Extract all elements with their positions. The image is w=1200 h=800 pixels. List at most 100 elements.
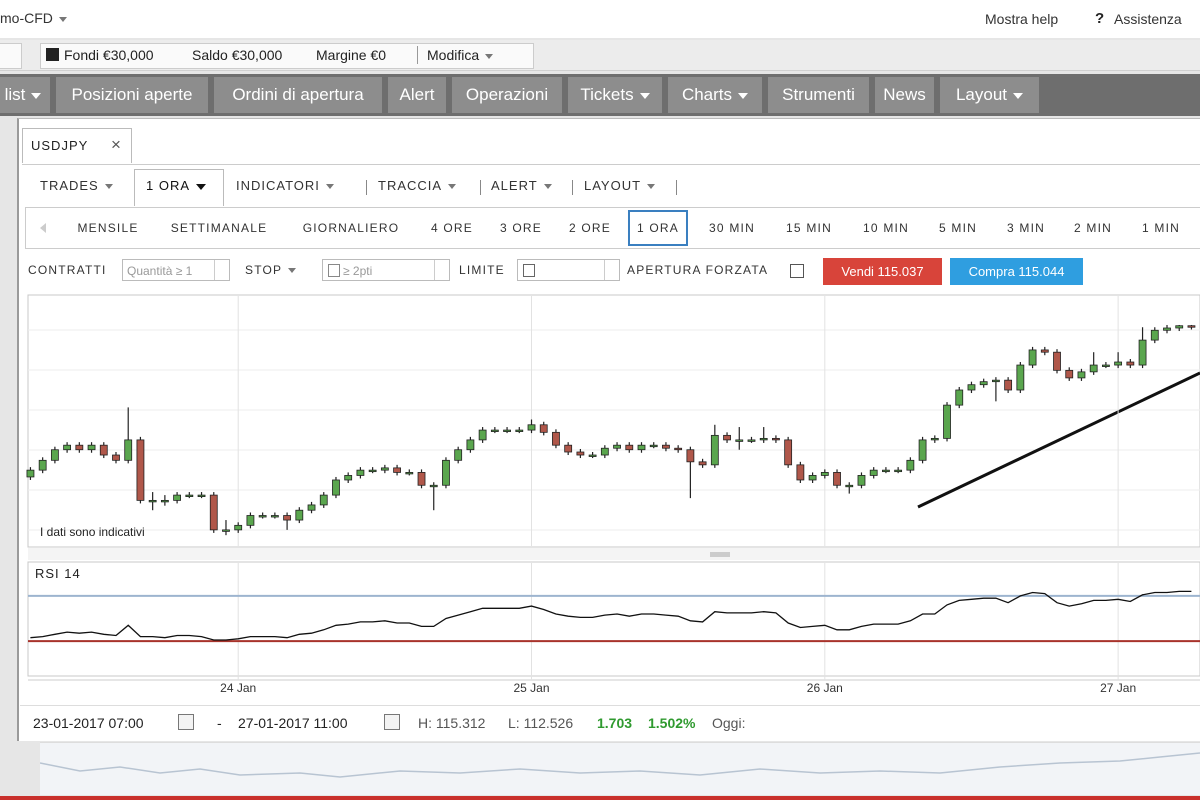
quantity-input[interactable]: Quantità ≥ 1 — [122, 259, 230, 281]
candle-body — [1138, 339, 1147, 366]
candle-body — [160, 499, 169, 503]
candle-body — [1016, 364, 1025, 391]
candle-body — [967, 384, 976, 391]
menu-button[interactable]: Alert — [388, 77, 446, 113]
placeholder: Quantità ≥ 1 — [127, 264, 193, 278]
candle-body — [1089, 364, 1098, 373]
timeframe-option[interactable]: 4 ORE — [430, 221, 474, 235]
menu-button[interactable]: Tickets — [568, 77, 662, 113]
app-name[interactable]: mo-CFD — [0, 10, 67, 26]
timeframe-option[interactable]: 5 MIN — [938, 221, 978, 235]
calendar-button[interactable] — [384, 714, 400, 730]
menu-button[interactable]: Posizioni aperte — [56, 77, 208, 113]
toolbar-item[interactable]: INDICATORI — [236, 178, 334, 193]
timeframe-option[interactable]: 1 MIN — [1141, 221, 1181, 235]
timeframe-option[interactable]: GIORNALIERO — [302, 221, 400, 235]
timeframe-option[interactable]: 30 MIN — [709, 221, 755, 235]
candle-body — [869, 469, 878, 476]
candle-body — [417, 472, 426, 486]
calendar-button[interactable] — [178, 714, 194, 730]
timeframe-option[interactable]: 2 MIN — [1073, 221, 1113, 235]
candle-body — [1028, 349, 1037, 366]
menu-button[interactable]: Operazioni — [452, 77, 562, 113]
candle-body — [930, 437, 939, 441]
candle-body — [26, 469, 35, 478]
limit-input[interactable] — [517, 259, 620, 281]
menu-button[interactable]: Layout — [940, 77, 1039, 113]
tab-close[interactable]: × — [111, 135, 121, 154]
candle-body — [576, 451, 585, 456]
toolbar-item[interactable]: TRACCIA — [378, 178, 456, 193]
menu-button[interactable]: list — [0, 77, 50, 113]
toolbar-item[interactable]: ALERT — [491, 178, 552, 193]
timeframe-option[interactable]: 10 MIN — [863, 221, 909, 235]
candle-body — [600, 447, 609, 456]
candle-body — [258, 515, 267, 518]
candle-body — [454, 449, 463, 461]
spinner[interactable] — [434, 260, 449, 280]
forced-open-checkbox[interactable] — [790, 264, 804, 278]
timeframe-option[interactable]: 3 MIN — [1006, 221, 1046, 235]
balance: Saldo €30,000 — [192, 47, 283, 63]
menu-button[interactable]: Strumenti — [768, 77, 869, 113]
candle-body — [710, 434, 719, 466]
candle-body — [857, 475, 866, 486]
navigator[interactable] — [39, 742, 1200, 795]
scroll-left[interactable] — [40, 223, 46, 233]
candle-body — [1126, 361, 1135, 366]
help-icon[interactable]: ? — [1095, 10, 1105, 27]
candle-body — [283, 515, 291, 521]
placeholder: ≥ 2pti — [343, 264, 373, 278]
candle-body — [796, 464, 805, 481]
margin: Margine €0 — [316, 47, 387, 63]
stop-dropdown[interactable]: STOP — [245, 263, 296, 277]
edit-button[interactable]: Modifica — [427, 47, 493, 63]
toolbar-item[interactable]: 1 ORA — [146, 178, 206, 193]
menu-button[interactable]: Charts — [668, 77, 762, 113]
candle-body — [539, 424, 548, 433]
today-label: Oggi: — [712, 715, 746, 731]
help-link[interactable]: Mostra help — [985, 11, 1059, 27]
timeframe-option[interactable]: 2 ORE — [568, 221, 612, 235]
candle-body — [1065, 369, 1074, 379]
candle-body — [380, 467, 389, 471]
spinner[interactable] — [604, 260, 619, 280]
candle-body — [197, 494, 206, 497]
menu-button[interactable]: News — [875, 77, 934, 113]
sell-button[interactable]: Vendi 115.037 — [823, 258, 942, 285]
x-tick-label: 24 Jan — [220, 681, 256, 695]
timeframe-option[interactable]: 3 ORE — [499, 221, 543, 235]
timeframe-bar: MENSILE SETTIMANALE GIORNALIERO 4 ORE 3 ORE 2… — [25, 207, 1200, 249]
splitter-handle[interactable] — [710, 552, 730, 557]
toolbar-item[interactable]: TRADES — [40, 178, 113, 193]
checkbox[interactable] — [523, 264, 535, 277]
timeframe-option[interactable]: 1 ORA — [627, 210, 689, 246]
candle-body — [503, 429, 511, 432]
candle-body — [1040, 349, 1049, 353]
toolbar-item[interactable]: LAYOUT — [584, 178, 655, 193]
candle-body — [1175, 325, 1184, 329]
stop-input[interactable]: ≥ 2pti — [322, 259, 450, 281]
timeframe-option[interactable]: SETTIMANALE — [170, 221, 268, 235]
candle-body — [588, 454, 597, 457]
support-link[interactable]: Assistenza — [1114, 11, 1182, 27]
chart-tab[interactable]: USDJPY × — [22, 128, 132, 163]
candle-body — [295, 509, 304, 521]
top-bar: mo-CFD Mostra help ? Assistenza — [0, 0, 1200, 38]
separator — [417, 46, 418, 64]
timeframe-option[interactable]: 15 MIN — [786, 221, 832, 235]
range-separator: - — [217, 715, 222, 731]
panel-splitter[interactable] — [28, 548, 1200, 560]
spinner[interactable] — [214, 260, 229, 280]
candle-body — [466, 439, 475, 451]
buy-button[interactable]: Compra 115.044 — [950, 258, 1083, 285]
checkbox[interactable] — [328, 264, 340, 277]
rsi-title: RSI 14 — [35, 566, 81, 581]
trend-line[interactable] — [917, 371, 1200, 509]
candle-body — [662, 444, 670, 449]
menu-button[interactable]: Ordini di apertura — [214, 77, 382, 113]
timeframe-option[interactable]: MENSILE — [77, 221, 139, 235]
candle-body — [1163, 327, 1171, 331]
